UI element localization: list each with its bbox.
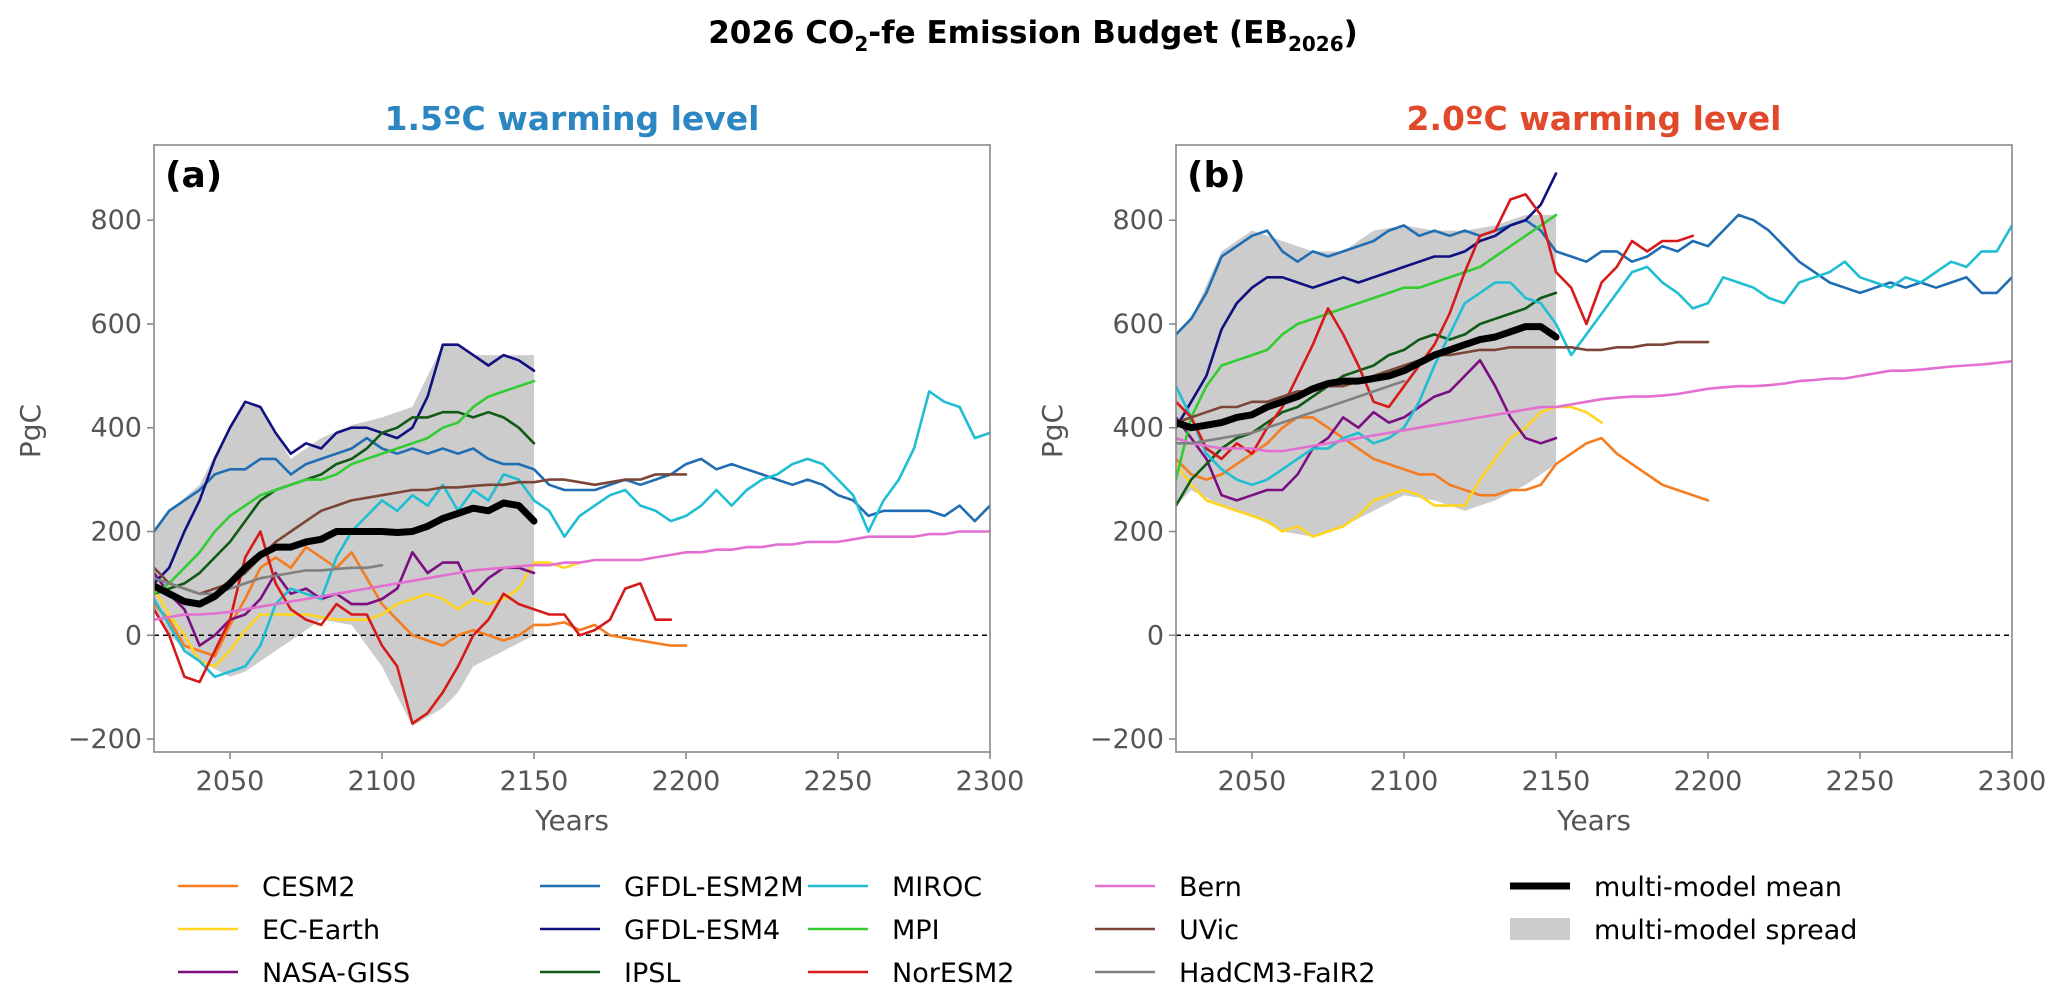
panel-a-series-ipsl — [154, 410, 536, 596]
legend-item-gfdl-esm4: GFDL-ESM4 — [540, 915, 780, 946]
panel-b-xtick-label: 2300 — [1978, 766, 2047, 797]
panel-b-series-hadcm3-fair2 — [1176, 379, 1406, 445]
panel-b-content — [1176, 172, 2012, 637]
panel-b-ytick-label: 800 — [1112, 205, 1164, 236]
legend-item-nasa-giss: NASA-GISS — [178, 958, 410, 989]
legend-label: GFDL-ESM4 — [624, 915, 780, 946]
legend-swatch — [1510, 918, 1570, 940]
panel-b-xlabel: Years — [1556, 804, 1631, 837]
panel-b-series-miroc — [1176, 224, 2012, 487]
legend-item-ipsl: IPSL — [540, 958, 680, 989]
panel-a-series-mpi — [154, 379, 536, 596]
panel-b-plot-area: 2050 2100 2150 2200 2250 2300 −200 0 200 400 600 80… — [1090, 144, 2047, 797]
panel-a-xtick-label: 2100 — [348, 766, 417, 797]
panel-a-xtick-label: 2300 — [956, 766, 1025, 797]
panel-a-content — [154, 343, 990, 727]
legend-item-hadcm3-fair2: HadCM3-FaIR2 — [1095, 958, 1376, 989]
legend-label: CESM2 — [262, 872, 356, 903]
panel-a-ytick-label: 200 — [90, 517, 142, 548]
legend-item-uvic: UVic — [1095, 915, 1239, 946]
panel-b-xtick-label: 2100 — [1370, 766, 1439, 797]
panel-a-series-miroc — [154, 390, 990, 679]
panel-a-ytick-label: 400 — [90, 413, 142, 444]
panel-a-xtick-label: 2200 — [652, 766, 721, 797]
panel-b-series-mpi — [1176, 213, 1558, 481]
panel-a-series-gfdl-esm2m — [154, 436, 990, 533]
panel-a-xtick-label: 2150 — [500, 766, 569, 797]
panel-a-series-nasa-giss — [154, 551, 536, 647]
panel-a-series-bern — [154, 530, 990, 621]
legend-label: multi-model mean — [1594, 872, 1842, 903]
panel-b-multi-model-spread — [1176, 215, 1556, 537]
panel-a-multi-model-spread — [154, 344, 534, 727]
panel-b-frame — [1175, 144, 2013, 753]
panel-a-series-noresm2 — [154, 530, 673, 725]
legend-item-multi-model-spread: multi-model spread — [1510, 915, 1857, 946]
panel-a-series-cesm2 — [154, 545, 688, 658]
panel-b-series-nasa-giss — [1176, 359, 1558, 502]
panel-b-xtick-label: 2250 — [1826, 766, 1895, 797]
panel-a-plot-area: 2050 2100 2150 2200 2250 2300 −200 0 200 400 600 80… — [68, 144, 1025, 797]
legend-label: IPSL — [624, 958, 680, 989]
panel-b-series-gfdl-esm2m — [1176, 213, 2012, 336]
legend-item-noresm2: NorESM2 — [808, 958, 1015, 989]
panel-b-series-noresm2 — [1176, 193, 1695, 461]
legend-label: EC-Earth — [262, 915, 380, 946]
legend-item-ec-earth: EC-Earth — [178, 915, 380, 946]
panel-a-series-multi-model-mean — [154, 499, 538, 608]
panel-a-series-hadcm3-fair2 — [154, 563, 384, 596]
legend-label: multi-model spread — [1594, 915, 1857, 946]
panel-a-ytick-label: 0 — [125, 620, 142, 651]
panel-b-series-gfdl-esm4 — [1176, 172, 1558, 429]
panel-b-xtick-label: 2200 — [1674, 766, 1743, 797]
legend-label: HadCM3-FaIR2 — [1179, 958, 1376, 989]
panel-b-xtick-label: 2050 — [1218, 766, 1287, 797]
panel-b-series-ipsl — [1176, 291, 1558, 507]
panel-b-ytick-label: −200 — [1090, 724, 1164, 755]
panel-a: 1.5ºC warming level 2050 2100 2150 2200 2250… — [14, 99, 1024, 837]
panel-b: 2.0ºC warming level 2050 2100 2150 2200 2250… — [1036, 99, 2046, 837]
panel-a-xlabel: Years — [534, 804, 609, 837]
legend-label: NorESM2 — [892, 958, 1015, 989]
panel-a-title: 1.5ºC warming level — [384, 99, 759, 138]
panel-b-ytick-label: 600 — [1112, 309, 1164, 340]
panel-a-ytick-label: −200 — [68, 724, 142, 755]
panel-b-ytick-label: 200 — [1112, 517, 1164, 548]
panel-b-xtick-label: 2150 — [1522, 766, 1591, 797]
panel-a-tag: (a) — [165, 155, 222, 196]
panel-b-title: 2.0ºC warming level — [1406, 99, 1781, 138]
legend-label: NASA-GISS — [262, 958, 410, 989]
panel-a-ytick-label: 600 — [90, 309, 142, 340]
panel-a-ylabel: PgC — [14, 404, 47, 458]
panel-a-series-ec-earth — [154, 561, 581, 668]
legend-item-bern: Bern — [1095, 872, 1242, 903]
panel-a-xtick-label: 2050 — [196, 766, 265, 797]
legend-item-miroc: MIROC — [808, 872, 982, 903]
legend-label: UVic — [1179, 915, 1239, 946]
panel-b-tag: (b) — [1187, 155, 1246, 196]
legend-label: Bern — [1179, 872, 1242, 903]
panel-a-ytick-label: 800 — [90, 205, 142, 236]
panel-a-xtick-label: 2250 — [804, 766, 873, 797]
panel-b-series-ec-earth — [1176, 405, 1603, 538]
legend-item-mpi: MPI — [808, 915, 940, 946]
legend: CESM2 GFDL-ESM2M MIROC Bern multi-model mean… — [178, 872, 1857, 989]
figure-title: 2026 CO2-fe Emission Budget (EB2026) — [708, 15, 1358, 56]
panel-b-ylabel: PgC — [1036, 404, 1069, 458]
panel-a-frame — [153, 144, 991, 753]
panel-b-series-cesm2 — [1176, 416, 1710, 502]
legend-label: GFDL-ESM2M — [624, 872, 804, 903]
legend-label: MIROC — [892, 872, 982, 903]
panel-a-series-gfdl-esm4 — [154, 343, 536, 585]
panel-b-series-bern — [1176, 360, 2012, 453]
legend-item-gfdl-esm2m: GFDL-ESM2M — [540, 872, 804, 903]
panel-b-ytick-label: 400 — [1112, 413, 1164, 444]
legend-label: MPI — [892, 915, 940, 946]
panel-b-ytick-label: 0 — [1147, 620, 1164, 651]
panel-b-series-multi-model-mean — [1176, 323, 1560, 432]
legend-item-multi-model-mean: multi-model mean — [1510, 872, 1842, 903]
legend-item-cesm2: CESM2 — [178, 872, 356, 903]
